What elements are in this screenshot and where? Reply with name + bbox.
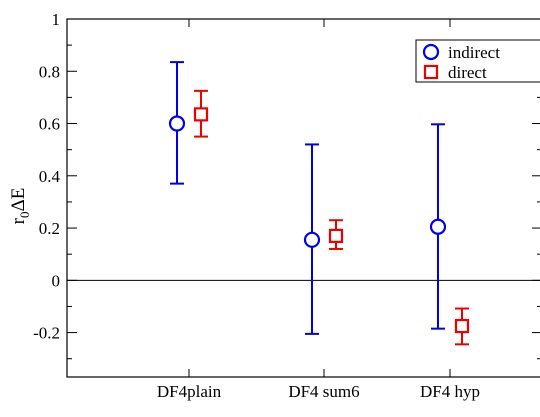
legend-label: indirect <box>448 43 500 62</box>
y-tick-label: 0 <box>52 271 61 290</box>
y-axis-label-suffix: ΔE <box>8 188 29 212</box>
data-point-circle <box>303 231 321 248</box>
data-point-square <box>193 107 209 122</box>
legend-marker-circle <box>422 43 440 61</box>
data-point-square <box>328 228 344 243</box>
legend-label: direct <box>448 63 487 82</box>
legend-marker-square <box>423 64 439 80</box>
y-tick-label: 1 <box>52 10 61 29</box>
data-point-square <box>454 318 470 334</box>
y-axis-label-sub: 0 <box>17 212 32 219</box>
x-tick-label: DF4 hyp <box>420 382 480 401</box>
x-axis-ticks: DF4plain DF4 sum6 DF4 hyp <box>157 19 480 401</box>
y-tick-label: 0.8 <box>39 62 60 81</box>
axes <box>66 18 540 378</box>
data-point-circle <box>429 218 447 235</box>
x-tick-label: DF4plain <box>157 382 222 401</box>
x-tick-label: DF4 sum6 <box>288 382 359 401</box>
y-tick-label: 0.6 <box>39 115 60 134</box>
y-tick-label: 0.2 <box>39 219 60 238</box>
data-point-circle <box>168 115 186 132</box>
series-direct <box>193 89 470 346</box>
y-tick-label: 0.4 <box>39 167 61 186</box>
plot-frame <box>66 18 540 378</box>
series-indirect <box>168 61 447 335</box>
series-layer <box>168 61 470 346</box>
y-axis-ticks: -0.2 0 0.2 0.4 0.6 0.8 1 <box>33 10 540 360</box>
y-axis-label: r0ΔE <box>8 188 32 225</box>
y-axis-label-main: r <box>8 217 29 224</box>
y-tick-label: -0.2 <box>33 324 60 343</box>
